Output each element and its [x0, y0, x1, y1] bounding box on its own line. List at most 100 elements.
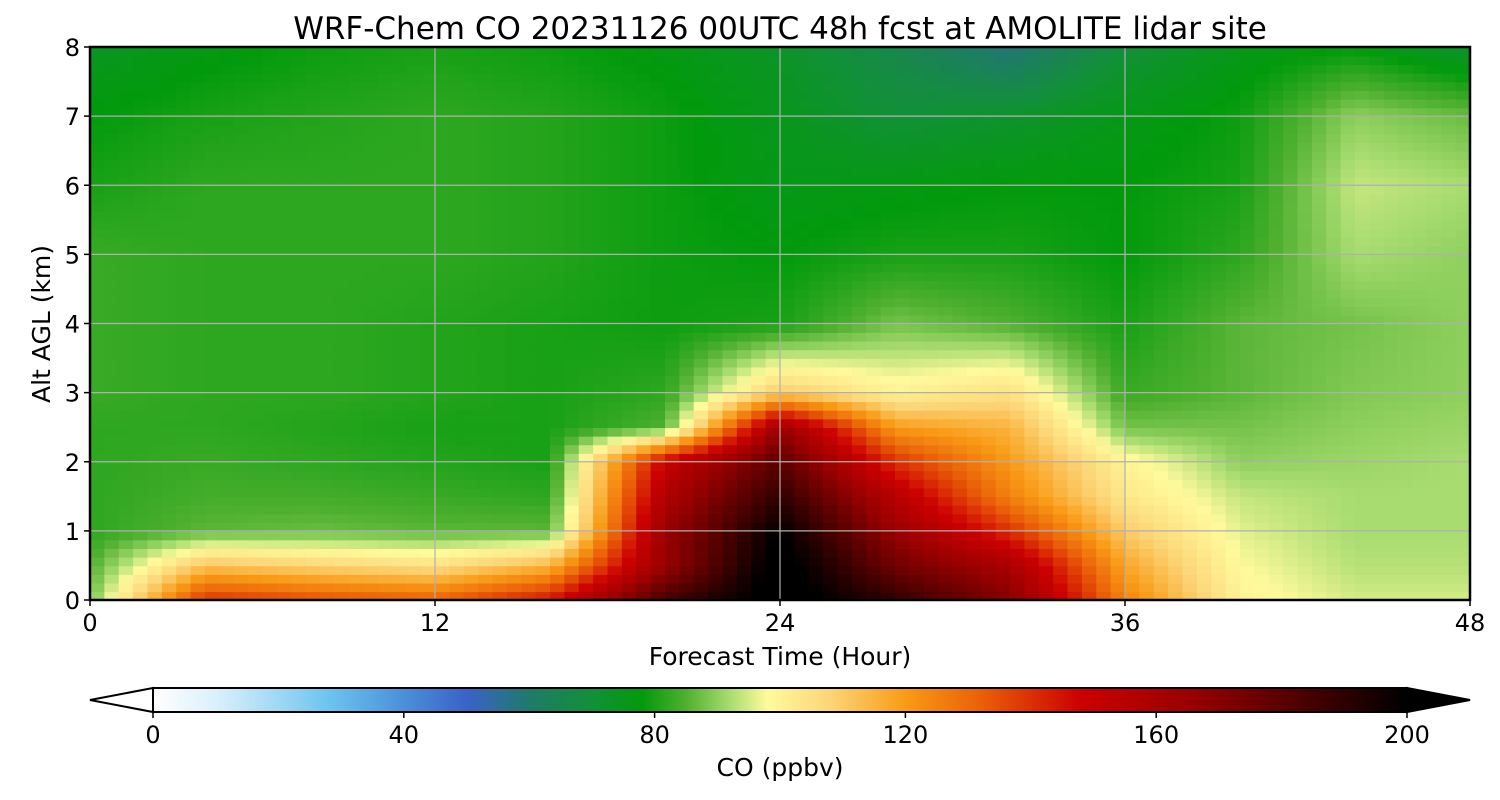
- heatmap-cell: [1182, 340, 1198, 351]
- heatmap-cell: [406, 107, 422, 117]
- heatmap-cell: [233, 47, 249, 57]
- heatmap-cell: [1153, 487, 1169, 498]
- heatmap-cell: [966, 504, 983, 515]
- heatmap-cell: [118, 185, 134, 195]
- heatmap-cell: [923, 271, 939, 282]
- heatmap-cell: [248, 435, 264, 446]
- heatmap-cell: [995, 383, 1011, 394]
- heatmap-cell: [1081, 470, 1098, 480]
- heatmap-cell: [291, 288, 307, 299]
- heatmap-cell: [866, 211, 882, 221]
- heatmap-cell: [492, 263, 508, 273]
- heatmap-cell: [564, 332, 580, 342]
- heatmap-cell: [205, 582, 221, 593]
- heatmap-cell: [1024, 340, 1040, 351]
- heatmap-cell: [535, 124, 551, 135]
- heatmap-cell: [823, 453, 839, 463]
- heatmap-cell: [1110, 254, 1126, 264]
- heatmap-cell: [1081, 487, 1098, 498]
- heatmap-cell: [233, 185, 249, 195]
- heatmap-cell: [449, 228, 465, 238]
- heatmap-cell: [607, 107, 623, 117]
- heatmap-cell: [492, 383, 508, 394]
- heatmap-cell: [679, 133, 695, 143]
- heatmap-cell: [391, 453, 408, 463]
- heatmap-cell: [981, 453, 997, 463]
- heatmap-cell: [190, 418, 206, 428]
- heatmap-cell: [262, 392, 278, 403]
- heatmap-cell: [736, 254, 753, 264]
- heatmap-cell: [1125, 358, 1141, 368]
- heatmap-cell: [276, 349, 293, 359]
- heatmap-cell: [837, 435, 853, 446]
- heatmap-cell: [506, 504, 523, 515]
- heatmap-cell: [952, 185, 968, 195]
- heatmap-cell: [506, 263, 523, 273]
- heatmap-cell: [1081, 288, 1098, 299]
- heatmap-cell: [578, 435, 594, 446]
- heatmap-cell: [276, 55, 293, 66]
- heatmap-cell: [923, 280, 939, 290]
- heatmap-cell: [478, 427, 494, 437]
- heatmap-cell: [320, 306, 336, 316]
- heatmap-cell: [1125, 479, 1141, 489]
- heatmap-cell: [262, 340, 278, 351]
- heatmap-cell: [823, 340, 839, 351]
- heatmap-cell: [492, 133, 508, 143]
- heatmap-cell: [693, 323, 709, 333]
- heatmap-cell: [219, 383, 235, 394]
- heatmap-cell: [995, 479, 1011, 489]
- heatmap-cell: [1182, 219, 1198, 230]
- heatmap-cell: [1125, 504, 1141, 515]
- heatmap-cell: [923, 461, 939, 472]
- heatmap-cell: [391, 228, 408, 238]
- heatmap-cell: [564, 409, 580, 420]
- heatmap-cell: [995, 150, 1011, 161]
- heatmap-cell: [880, 237, 896, 247]
- heatmap-cell: [722, 150, 738, 161]
- heatmap-cell: [722, 548, 738, 558]
- heatmap-cell: [708, 185, 724, 195]
- heatmap-cell: [506, 392, 523, 403]
- heatmap-cell: [621, 167, 638, 178]
- heatmap-cell: [118, 219, 134, 230]
- heatmap-cell: [233, 496, 249, 506]
- heatmap-cell: [1067, 591, 1083, 600]
- heatmap-cell: [550, 530, 566, 541]
- heatmap-cell: [1096, 323, 1112, 333]
- heatmap-cell: [1081, 72, 1098, 83]
- heatmap-cell: [478, 193, 494, 204]
- heatmap-cell: [1139, 522, 1155, 532]
- heatmap-cell: [1168, 306, 1184, 316]
- heatmap-cell: [449, 64, 465, 74]
- heatmap-cell: [492, 202, 508, 212]
- heatmap-cell: [233, 504, 249, 515]
- heatmap-cell: [1096, 245, 1112, 256]
- heatmap-cell: [679, 124, 695, 135]
- heatmap-cell: [1153, 461, 1169, 472]
- heatmap-cell: [521, 280, 537, 290]
- heatmap-cell: [348, 90, 364, 100]
- heatmap-cell: [305, 479, 321, 489]
- heatmap-cell: [1096, 470, 1112, 480]
- heatmap-cell: [693, 98, 709, 109]
- heatmap-cell: [334, 185, 350, 195]
- heatmap-cell: [176, 435, 192, 446]
- heatmap-cell: [1125, 383, 1141, 394]
- heatmap-cell: [1168, 392, 1184, 403]
- heatmap-cell: [650, 211, 666, 221]
- heatmap-cell: [320, 185, 336, 195]
- heatmap-cell: [391, 401, 408, 411]
- heatmap-cell: [305, 288, 321, 299]
- heatmap-cell: [765, 237, 781, 247]
- heatmap-cell: [837, 159, 853, 169]
- heatmap-cell: [449, 202, 465, 212]
- heatmap-cell: [780, 323, 796, 333]
- heatmap-cell: [736, 409, 753, 420]
- heatmap-cell: [751, 193, 767, 204]
- heatmap-cell: [650, 98, 666, 109]
- heatmap-cell: [1196, 444, 1213, 454]
- heatmap-cell: [478, 513, 494, 524]
- heatmap-cell: [880, 349, 896, 359]
- heatmap-cell: [564, 470, 580, 480]
